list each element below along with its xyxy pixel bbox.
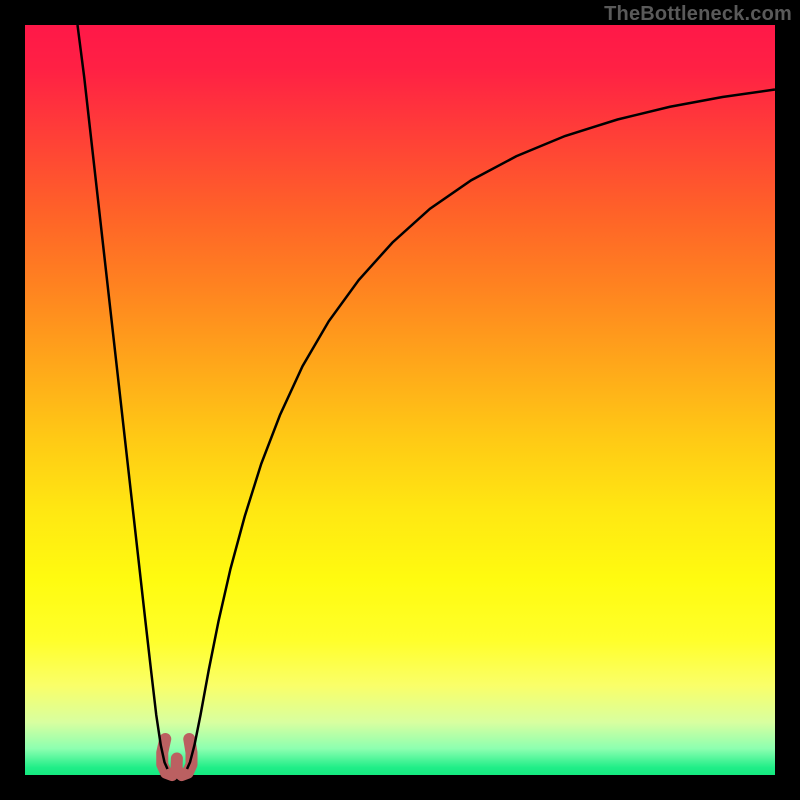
outer-frame: TheBottleneck.com <box>0 0 800 800</box>
curve-layer <box>25 25 775 775</box>
dip-marker <box>162 739 191 775</box>
left-curve <box>78 25 168 769</box>
plot-area <box>25 25 775 775</box>
watermark-text: TheBottleneck.com <box>604 3 792 26</box>
right-curve <box>187 90 775 770</box>
